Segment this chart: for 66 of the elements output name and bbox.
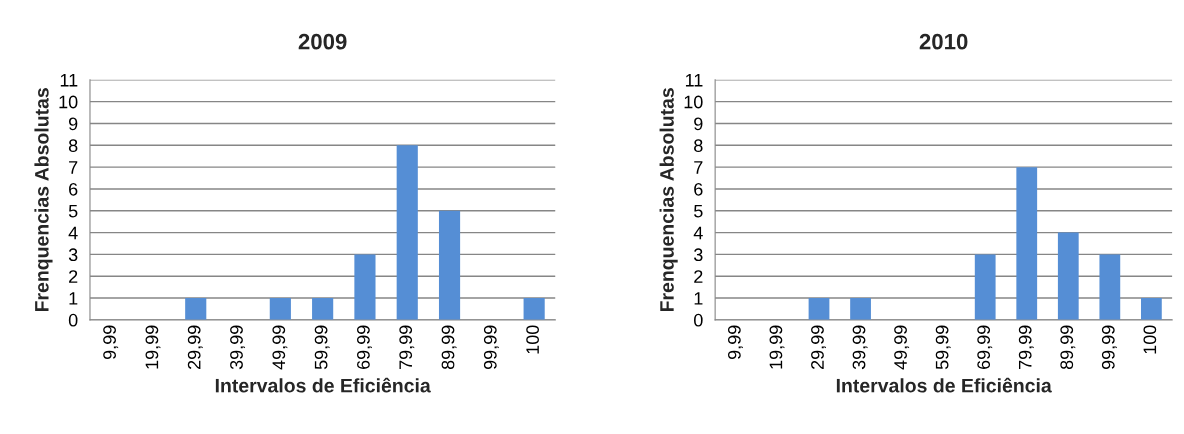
x-tick-label: 79,99 [399, 325, 415, 369]
x-tick-label: 39,99 [852, 325, 868, 370]
x-tick-label: 49,99 [894, 325, 910, 370]
x-tick-label: 69,99 [357, 325, 372, 369]
x-tick-label: 89,99 [441, 325, 457, 370]
bar [850, 298, 871, 320]
x-tick-label: 99,99 [483, 325, 499, 370]
bar [1057, 232, 1079, 320]
y-axis-title: Frenquencias Absolutas [659, 88, 678, 312]
x-tick-label: 9,99 [727, 325, 743, 360]
y-tick-label: 2 [69, 270, 78, 283]
bar [269, 298, 291, 320]
y-tick-label: 3 [693, 248, 703, 262]
x-tick-label: 89,99 [1060, 325, 1076, 370]
bar [438, 210, 461, 320]
bar [1099, 254, 1121, 320]
y-tick-label: 11 [60, 73, 78, 87]
x-axis-title: Intervalos de Eficiência [215, 377, 431, 393]
y-tick-label: 8 [694, 139, 703, 153]
bar [185, 298, 207, 320]
x-tick-label: 19,99 [769, 325, 785, 369]
y-tick-label: 5 [694, 204, 703, 218]
bar [396, 145, 418, 320]
y-tick-label: 8 [68, 139, 78, 153]
bar [523, 298, 545, 320]
x-tick-label: 29,99 [187, 325, 203, 369]
bar [1141, 298, 1162, 320]
bar [974, 254, 996, 320]
chart-title: 2009 [298, 33, 347, 50]
bar [312, 298, 334, 320]
x-tick-label: 79,99 [1018, 325, 1034, 369]
x-tick-label: 99,99 [1101, 325, 1117, 370]
y-tick-label: 9 [68, 117, 78, 131]
y-tick-label: 11 [685, 73, 703, 87]
x-tick-label: 29,99 [811, 325, 826, 369]
y-tick-label: 5 [68, 204, 78, 218]
y-tick-label: 7 [694, 161, 703, 174]
x-tick-label: 9,99 [103, 325, 119, 360]
y-tick-label: 2 [694, 270, 703, 283]
x-tick-label: 39,99 [230, 325, 246, 370]
y-axis-title: Frenquencias Absolutas [34, 88, 53, 312]
y-tick-label: 10 [59, 95, 78, 109]
x-axis-title: Intervalos de Eficiência [836, 377, 1052, 393]
y-tick-label: 0 [694, 313, 703, 327]
x-tick-label: 59,99 [935, 325, 951, 370]
x-tick-label: 59,99 [314, 325, 330, 370]
y-tick-label: 6 [694, 182, 703, 196]
y-tick-label: 4 [68, 226, 78, 240]
y-tick-label: 6 [69, 182, 78, 196]
y-tick-label: 4 [693, 226, 703, 240]
bar [354, 254, 376, 320]
x-tick-label: 49,99 [272, 325, 288, 370]
y-tick-label: 7 [69, 161, 78, 174]
bar [808, 298, 830, 320]
x-tick-label: 100 [526, 325, 539, 354]
x-tick-label: 100 [1143, 325, 1157, 354]
y-tick-label: 10 [684, 95, 703, 109]
y-tick-label: 1 [694, 292, 703, 305]
y-tick-label: 9 [694, 117, 703, 131]
x-tick-label: 69,99 [977, 325, 993, 369]
y-tick-label: 1 [69, 292, 78, 305]
y-tick-label: 3 [68, 248, 78, 262]
bar [1016, 167, 1038, 320]
y-tick-label: 0 [68, 313, 78, 327]
chart-title: 2010 [919, 33, 968, 50]
x-tick-label: 19,99 [145, 325, 161, 369]
